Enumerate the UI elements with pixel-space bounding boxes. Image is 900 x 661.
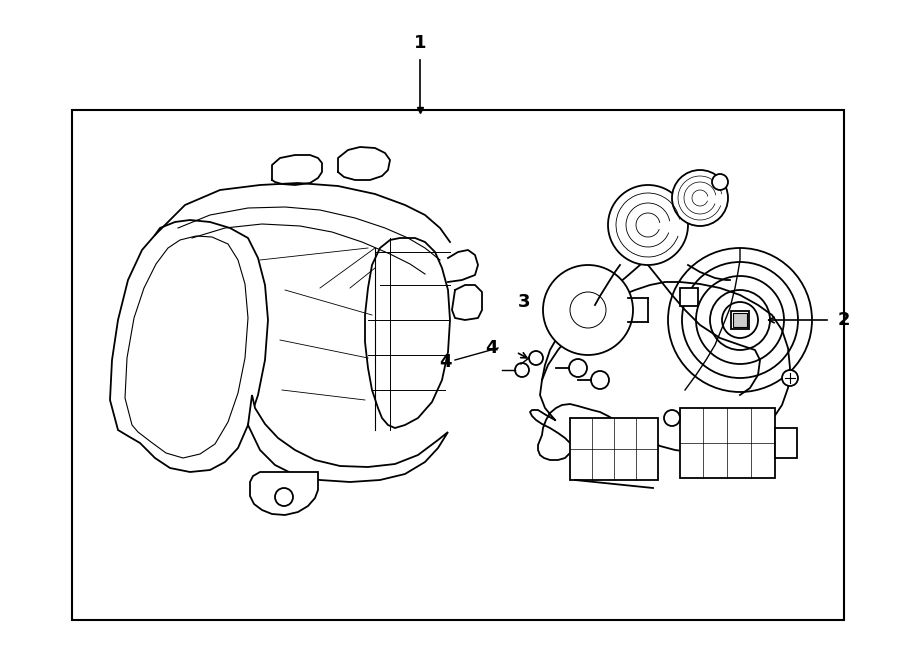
Circle shape	[515, 363, 529, 377]
Polygon shape	[248, 395, 448, 482]
Bar	[570, 418, 658, 480]
Circle shape	[782, 370, 798, 386]
Circle shape	[712, 174, 728, 190]
Circle shape	[591, 371, 609, 389]
Circle shape	[608, 185, 688, 265]
Bar	[731, 311, 749, 329]
Circle shape	[672, 170, 728, 226]
Polygon shape	[365, 238, 450, 428]
Circle shape	[529, 351, 543, 365]
Text: 1: 1	[414, 34, 427, 52]
Polygon shape	[110, 220, 268, 472]
Circle shape	[275, 488, 293, 506]
Circle shape	[569, 359, 587, 377]
Text: 4: 4	[485, 339, 498, 357]
Polygon shape	[250, 472, 318, 515]
Bar	[680, 408, 775, 478]
Bar	[733, 313, 747, 327]
Bar	[72, 110, 844, 620]
Text: 4: 4	[439, 353, 452, 371]
Bar	[775, 428, 797, 458]
Bar	[680, 288, 698, 306]
Text: 3: 3	[518, 293, 530, 311]
Circle shape	[543, 265, 633, 355]
Text: 2: 2	[838, 311, 850, 329]
Circle shape	[664, 410, 680, 426]
